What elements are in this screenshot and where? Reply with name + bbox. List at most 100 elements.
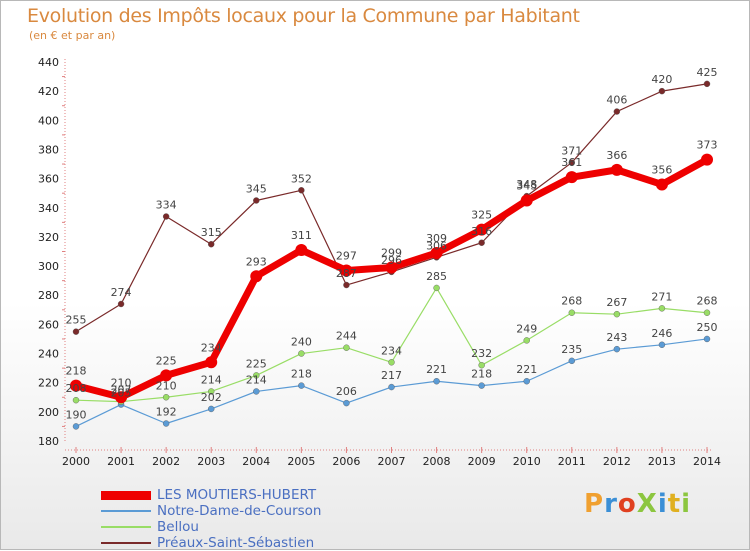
data-point (298, 187, 305, 194)
data-point (115, 391, 128, 404)
data-label: 274 (111, 286, 132, 299)
data-label: 221 (426, 363, 447, 376)
data-point (568, 159, 575, 166)
data-point (205, 356, 218, 369)
y-tick-label: 180 (38, 435, 59, 448)
data-label: 334 (156, 199, 177, 212)
data-point (523, 337, 530, 344)
data-point (658, 305, 666, 312)
chart-subtitle: (en € et par an) (29, 29, 116, 42)
data-point (520, 194, 533, 207)
data-point (613, 108, 621, 115)
x-tick-label: 2006 (332, 455, 360, 468)
data-point (253, 197, 260, 204)
x-tick-label: 2001 (107, 455, 135, 468)
data-label: 250 (697, 321, 718, 334)
data-point (433, 284, 440, 292)
x-tick-label: 2002 (152, 455, 180, 468)
data-point (701, 153, 713, 166)
legend-swatch (101, 510, 151, 512)
x-tick-label: 2014 (693, 455, 721, 468)
data-point (385, 261, 398, 274)
data-label: 214 (201, 373, 222, 386)
data-label: 420 (651, 73, 672, 86)
data-label: 285 (426, 270, 447, 283)
y-tick-label: 220 (38, 377, 59, 390)
data-label: 218 (291, 368, 312, 381)
data-label: 316 (471, 225, 492, 238)
data-point (340, 264, 353, 277)
x-tick-label: 2005 (287, 455, 315, 468)
y-tick-label: 400 (38, 114, 59, 127)
x-tick-label: 2000 (62, 455, 90, 468)
x-tick-label: 2011 (558, 455, 586, 468)
legend-swatch (101, 542, 151, 544)
data-label: 234 (201, 341, 222, 354)
data-point (703, 335, 711, 343)
data-point (430, 246, 443, 259)
data-point (162, 213, 170, 220)
data-label: 366 (606, 149, 627, 162)
data-point (613, 345, 621, 353)
data-label: 345 (516, 179, 537, 192)
data-point (70, 379, 82, 392)
data-point (475, 223, 488, 236)
data-label: 207 (111, 384, 132, 397)
x-tick-label: 2010 (513, 455, 541, 468)
data-point (568, 357, 575, 365)
data-point (253, 388, 260, 395)
data-label: 240 (291, 336, 312, 349)
data-point (298, 382, 305, 389)
data-point (655, 178, 668, 191)
data-label: 234 (381, 344, 402, 357)
data-label: 345 (246, 182, 267, 195)
data-point (478, 239, 485, 246)
data-point (295, 244, 308, 257)
x-tick-label: 2013 (648, 455, 676, 468)
data-point (568, 309, 575, 316)
data-label: 373 (697, 139, 718, 152)
data-point (250, 270, 263, 283)
data-label: 348 (516, 178, 537, 191)
legend-label: Préaux-Saint-Sébastien (157, 535, 315, 551)
chart-title: Evolution des Impôts locaux pour la Comm… (27, 5, 580, 27)
legend-swatch (101, 526, 151, 528)
x-tick-label: 2012 (603, 455, 631, 468)
data-label: 356 (651, 163, 672, 176)
data-point (162, 420, 170, 427)
data-label: 309 (426, 232, 447, 245)
x-tick-label: 2004 (242, 455, 270, 468)
data-label: 311 (291, 229, 312, 242)
data-label: 249 (516, 322, 537, 335)
data-label: 243 (606, 331, 627, 344)
chart-data-labels: 190 205 192 202 214 218 206 217 221 218 221 235 243 2… (66, 66, 718, 422)
data-point (343, 344, 350, 351)
data-label: 218 (471, 368, 492, 381)
data-label: 297 (336, 249, 357, 262)
data-label: 315 (201, 226, 222, 239)
data-point (703, 80, 711, 88)
y-tick-label: 260 (38, 318, 59, 331)
data-label: 296 (381, 254, 402, 267)
data-point (298, 350, 305, 357)
y-tick-label: 320 (38, 231, 59, 244)
data-point (433, 378, 440, 385)
data-label: 306 (426, 239, 447, 252)
y-tick-label: 300 (38, 260, 59, 273)
data-label: 255 (66, 314, 87, 327)
data-label: 287 (336, 267, 357, 280)
y-tick-label: 200 (38, 406, 59, 419)
data-label: 190 (66, 408, 87, 421)
y-tick-label: 240 (38, 348, 59, 361)
data-point (253, 372, 260, 379)
y-tick-label: 380 (38, 143, 59, 156)
data-label: 267 (606, 296, 627, 309)
data-label: 205 (111, 387, 132, 400)
data-point (523, 378, 530, 385)
data-label: 268 (561, 295, 582, 308)
data-label: 271 (651, 290, 672, 303)
chart-series (70, 80, 713, 430)
data-label: 235 (561, 343, 582, 356)
